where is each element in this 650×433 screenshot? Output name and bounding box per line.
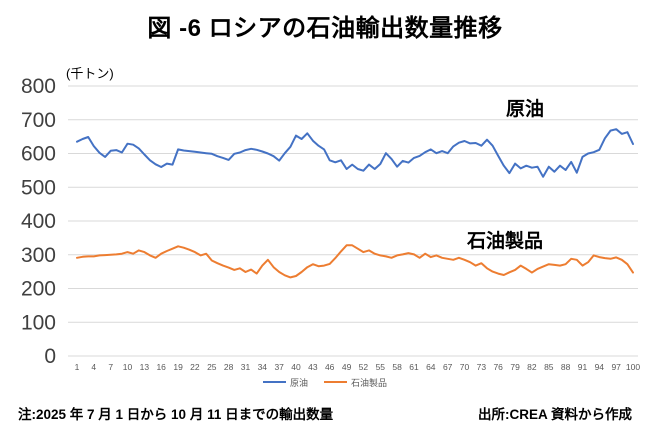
x-axis-tick-label: 52	[359, 362, 369, 372]
x-axis-tick-label: 88	[561, 362, 571, 372]
x-axis-tick-label: 13	[140, 362, 150, 372]
series-label-crude-oil: 原油	[506, 99, 545, 120]
y-axis-tick-label: 200	[21, 278, 56, 301]
x-axis-tick-label: 16	[156, 362, 166, 372]
y-axis-tick-label: 100	[21, 311, 56, 334]
y-axis-tick-label: 300	[21, 244, 56, 267]
x-axis-tick-label: 70	[460, 362, 470, 372]
y-axis-unit-label: (千トン)	[66, 66, 114, 81]
x-axis-tick-label: 58	[392, 362, 402, 372]
x-axis-tick-label: 19	[173, 362, 183, 372]
legend-swatch	[324, 380, 347, 384]
series-label-petroleum-products: 石油製品	[467, 231, 544, 252]
x-axis-tick-label: 28	[224, 362, 234, 372]
y-axis-tick-label: 400	[21, 210, 56, 233]
chart-title: 図 -6 ロシアの石油輸出数量推移	[147, 15, 503, 42]
x-axis-tick-label: 79	[510, 362, 520, 372]
series-line-crude-oil	[76, 128, 634, 178]
x-axis-tick-label: 49	[342, 362, 352, 372]
legend: 原油 石油製品	[0, 375, 650, 389]
x-axis-tick-label: 7	[108, 362, 113, 372]
x-axis-tick-label: 97	[611, 362, 621, 372]
legend-label: 原油	[289, 377, 308, 388]
x-axis-tick-label: 43	[308, 362, 318, 372]
x-axis-tick-label: 1	[75, 362, 80, 372]
y-axis-tick-label: 800	[21, 75, 56, 98]
series-line-petroleum-products	[76, 244, 634, 279]
x-axis-tick-label: 91	[578, 362, 588, 372]
x-axis-tick-label: 100	[626, 362, 640, 372]
y-axis-tick-label: 500	[21, 176, 56, 199]
x-axis-tick-label: 76	[493, 362, 503, 372]
x-axis-tick-label: 73	[477, 362, 487, 372]
x-axis-tick-label: 25	[207, 362, 217, 372]
x-axis-tick-label: 10	[123, 362, 133, 372]
x-axis-tick-label: 61	[409, 362, 419, 372]
x-axis-tick-label: 55	[376, 362, 386, 372]
x-axis-tick-label: 82	[527, 362, 537, 372]
x-axis-tick-label: 85	[544, 362, 554, 372]
x-axis-tick-label: 64	[426, 362, 436, 372]
y-axis-tick-label: 700	[21, 109, 56, 132]
x-axis-tick-label: 40	[291, 362, 301, 372]
x-axis-tick-label: 31	[241, 362, 251, 372]
x-axis-tick-label: 46	[325, 362, 335, 372]
legend-item-petroleum-products: 石油製品	[324, 376, 387, 389]
x-axis-tick-label: 67	[443, 362, 453, 372]
source-note: 出所:CREA 資料から作成	[478, 407, 632, 422]
y-axis-tick-label: 0	[44, 345, 56, 368]
x-axis-tick-label: 22	[190, 362, 200, 372]
x-axis-tick-label: 94	[595, 362, 605, 372]
legend-label: 石油製品	[351, 377, 388, 388]
legend-item-crude-oil: 原油	[262, 376, 308, 389]
x-axis-tick-label: 34	[258, 362, 268, 372]
x-axis-tick-label: 37	[274, 362, 284, 372]
footnote: 注:2025 年 7 月 1 日から 10 月 11 日までの輸出数量	[18, 407, 334, 422]
y-axis-tick-label: 600	[21, 143, 56, 166]
x-axis-tick-label: 4	[91, 362, 96, 372]
legend-swatch	[262, 380, 286, 384]
